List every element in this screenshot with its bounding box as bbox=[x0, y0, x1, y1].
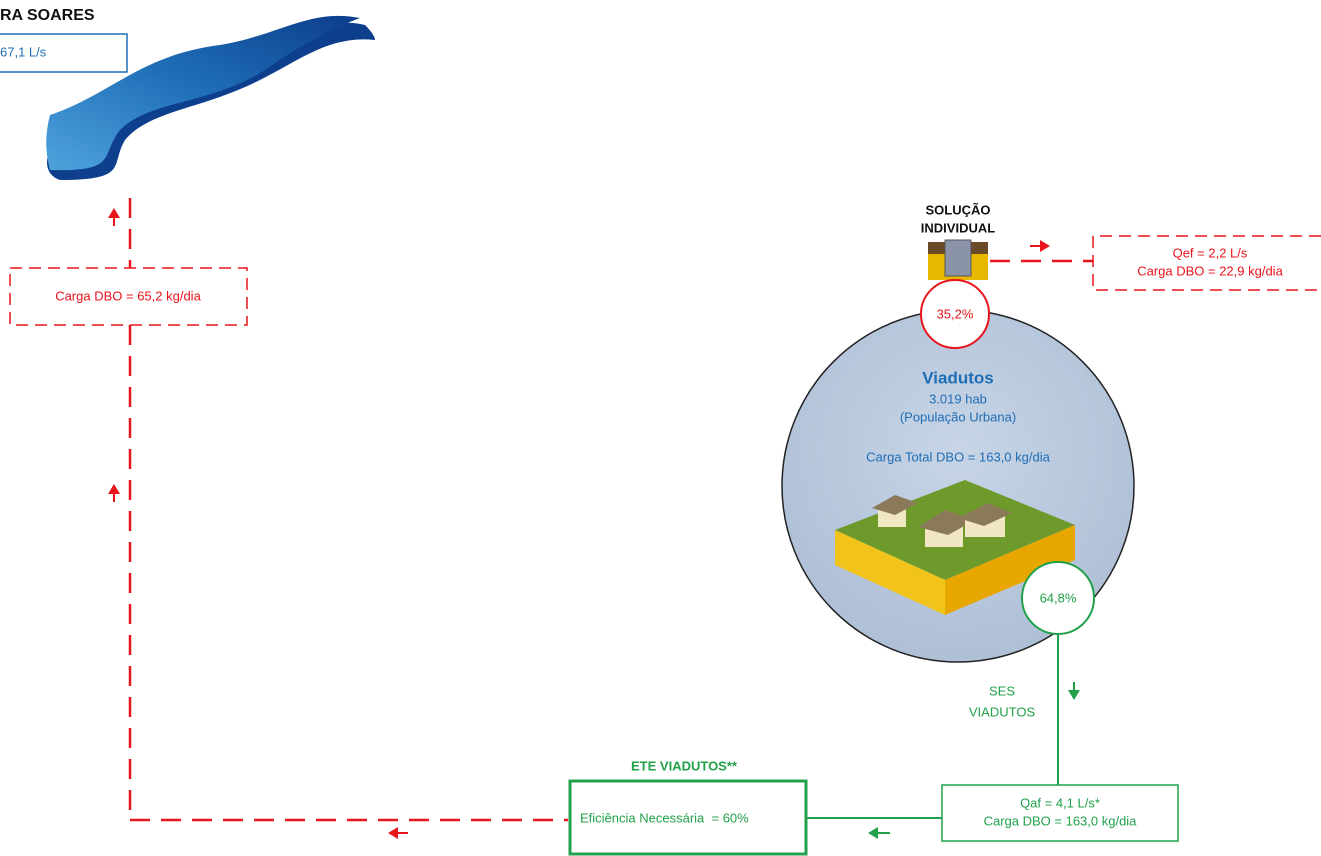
sewer-load: Carga DBO = 163,0 kg/dia bbox=[984, 813, 1138, 828]
river-name: RA SOARES bbox=[0, 7, 95, 24]
individual-flow: Qef = 2,2 L/s bbox=[1173, 245, 1248, 260]
septic-icon bbox=[928, 240, 988, 280]
individual-title: INDIVIDUAL bbox=[921, 220, 995, 235]
page: RA SOARES 67,1 L/s Carga DBO = 65,2 kg/d… bbox=[0, 0, 1321, 856]
city-total-load: Carga Total DBO = 163,0 kg/dia bbox=[866, 449, 1050, 464]
discharge-load: Carga DBO = 65,2 kg/dia bbox=[55, 288, 201, 303]
individual-load: Carga DBO = 22,9 kg/dia bbox=[1137, 263, 1283, 278]
sewer-flow: Qaf = 4,1 L/s* bbox=[1020, 795, 1100, 810]
treatment-efficiency: Eficiência Necessária = 60% bbox=[580, 810, 749, 825]
sewer-name: VIADUTOS bbox=[969, 704, 1036, 719]
river-flow: 67,1 L/s bbox=[0, 44, 47, 59]
sewer-share: 64,8% bbox=[1040, 590, 1077, 605]
treatment-title: ETE VIADUTOS** bbox=[631, 758, 738, 773]
individual-share: 35,2% bbox=[937, 306, 974, 321]
sewer-name: SES bbox=[989, 683, 1015, 698]
individual-title: SOLUÇÃO bbox=[926, 202, 991, 217]
city-population: 3.019 hab bbox=[929, 391, 987, 406]
city-population-type: (População Urbana) bbox=[900, 409, 1016, 424]
city-name: Viadutos bbox=[922, 368, 993, 387]
diagram: RA SOARES 67,1 L/s Carga DBO = 65,2 kg/d… bbox=[0, 0, 1321, 856]
